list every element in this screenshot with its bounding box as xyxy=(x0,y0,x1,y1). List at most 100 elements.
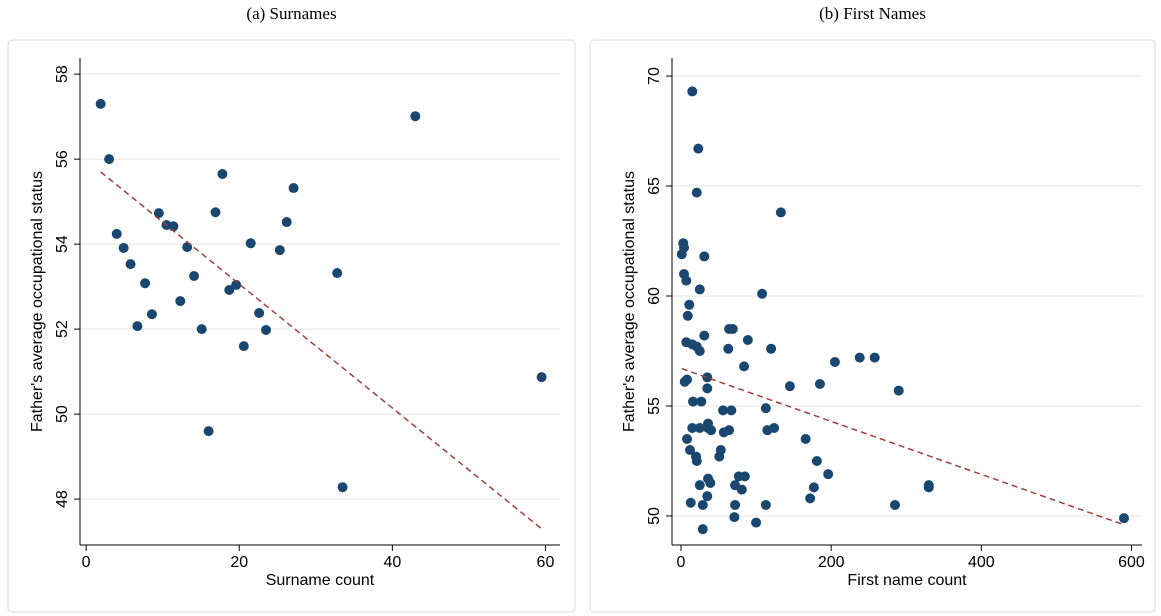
scatter-point xyxy=(893,385,904,396)
scatter-point xyxy=(691,455,702,466)
scatter-point xyxy=(923,482,934,493)
scatter-point xyxy=(688,396,699,407)
scatter-point xyxy=(281,217,292,228)
scatter-point xyxy=(104,154,115,165)
scatter-point xyxy=(245,238,256,249)
x-tick-label: 60 xyxy=(537,554,555,571)
scatter-point xyxy=(718,405,729,416)
scatter-point xyxy=(231,279,242,290)
scatter-point xyxy=(727,323,738,334)
y-tick-label: 56 xyxy=(54,150,71,168)
scatter-point xyxy=(210,207,221,218)
scatter-point xyxy=(288,183,299,194)
scatter-point xyxy=(726,405,737,416)
scatter-point xyxy=(224,285,235,296)
scatter-point xyxy=(261,324,272,335)
scatter-point xyxy=(697,499,708,510)
scatter-point xyxy=(697,524,708,535)
y-tick-label: 52 xyxy=(54,320,71,338)
x-axis-title: First name count xyxy=(847,572,967,589)
scatter-point xyxy=(694,284,705,295)
x-tick-label: 20 xyxy=(230,554,248,571)
scatter-point xyxy=(751,517,762,528)
scatter-point xyxy=(869,352,880,363)
scatter-point xyxy=(739,361,750,372)
scatter-point xyxy=(687,86,698,97)
scatter-point xyxy=(829,356,840,367)
scatter-point xyxy=(676,249,687,260)
scatter-point xyxy=(800,433,811,444)
scatter-point xyxy=(681,275,692,286)
scatter-point xyxy=(706,425,717,436)
scatter-point xyxy=(684,299,695,310)
x-tick-label: 40 xyxy=(383,554,401,571)
scatter-point xyxy=(238,341,249,352)
scatter-point xyxy=(332,268,343,279)
scatter-point xyxy=(203,426,214,437)
scatter-point xyxy=(736,484,747,495)
scatter-point xyxy=(784,381,795,392)
scatter-point xyxy=(760,403,771,414)
scatter-point xyxy=(685,497,696,508)
y-tick-label: 55 xyxy=(646,397,663,415)
scatter-point xyxy=(217,169,228,180)
scatter-point xyxy=(694,480,705,491)
scatter-point xyxy=(140,278,151,289)
scatter-point xyxy=(682,310,693,321)
y-axis-title: Father's average occupational status xyxy=(29,171,46,432)
panel-title: (a) Surnames xyxy=(246,4,336,23)
scatter-point xyxy=(823,469,834,480)
scatter-point xyxy=(146,309,157,320)
scatter-point xyxy=(254,307,265,318)
scatter-point xyxy=(175,296,186,307)
x-tick-label: 0 xyxy=(82,554,91,571)
y-tick-label: 50 xyxy=(54,405,71,423)
scatter-point xyxy=(808,482,819,493)
scatter-point xyxy=(168,221,179,232)
scatter-point xyxy=(694,345,705,356)
scatter-point xyxy=(679,376,690,387)
scatter-point xyxy=(699,330,710,341)
panel-frame xyxy=(589,39,1156,613)
panel-frame xyxy=(7,39,576,613)
scatter-point xyxy=(760,499,771,510)
scatter-point xyxy=(889,499,900,510)
x-tick-label: 200 xyxy=(818,554,845,571)
y-tick-label: 70 xyxy=(646,67,663,85)
scatter-point xyxy=(769,422,780,433)
scatter-point xyxy=(699,251,710,262)
scatter-point xyxy=(814,378,825,389)
panel-title: (b) First Names xyxy=(819,4,926,23)
scatter-point xyxy=(536,372,547,383)
scatter-point xyxy=(724,425,735,436)
scatter-point xyxy=(153,208,164,219)
scatter-point xyxy=(702,491,713,502)
scatter-point xyxy=(723,343,734,354)
scatter-point xyxy=(182,242,193,253)
scatter-point xyxy=(95,98,106,109)
scatter-point xyxy=(854,352,865,363)
scatter-point xyxy=(696,396,707,407)
y-tick-label: 65 xyxy=(646,177,663,195)
x-tick-label: 400 xyxy=(968,554,995,571)
scatter-point xyxy=(694,422,705,433)
scatter-point xyxy=(691,187,702,198)
scatter-point xyxy=(775,207,786,218)
scatter-point xyxy=(811,455,822,466)
scatter-point xyxy=(693,143,704,154)
scatter-point xyxy=(739,471,750,482)
scatter-point xyxy=(742,334,753,345)
scatter-point xyxy=(274,245,285,256)
scatter-point xyxy=(729,512,740,523)
scatter-point xyxy=(730,499,741,510)
scatter-point xyxy=(125,259,136,270)
scatter-point xyxy=(337,482,348,493)
y-tick-label: 48 xyxy=(54,490,71,508)
scatter-point xyxy=(757,288,768,299)
y-tick-label: 60 xyxy=(646,287,663,305)
scatter-point xyxy=(805,493,816,504)
scatter-point xyxy=(687,422,698,433)
scatter-point xyxy=(702,372,713,383)
